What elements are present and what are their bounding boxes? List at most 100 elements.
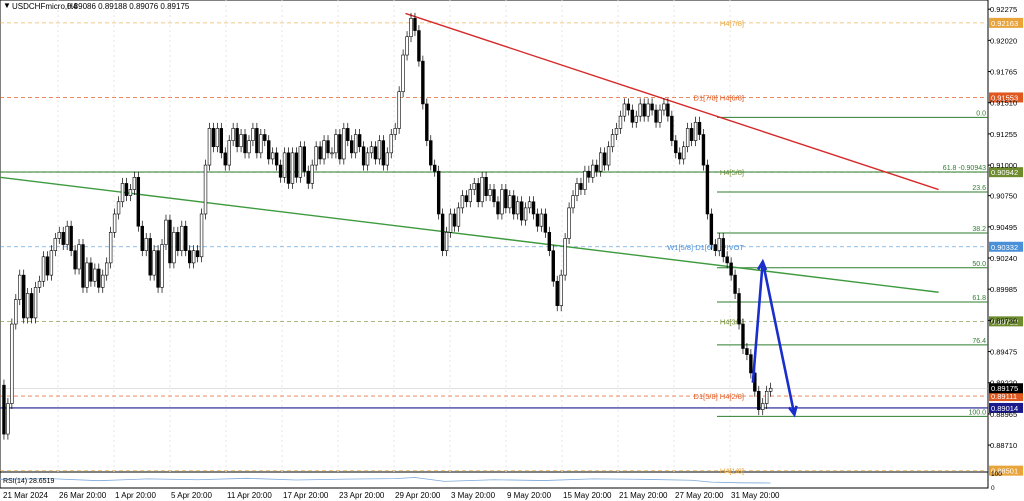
candle-body (599, 152, 603, 172)
candle-body (247, 140, 251, 154)
candle-body (551, 250, 555, 282)
candle-body (681, 146, 686, 160)
candle-body (547, 232, 552, 251)
candle-body (662, 103, 666, 111)
candle-body (243, 134, 247, 154)
murrey-level-label: H4[1/8] (720, 467, 744, 476)
y-tick-label: 0.89220 (990, 379, 1017, 388)
y-tick-label: 0.89985 (990, 285, 1017, 294)
murrey-price-label: 0.91553 (991, 93, 1018, 102)
rsi-indicator: 100 0 (0, 471, 1002, 492)
candle-body (274, 152, 279, 166)
murrey-price-badge (989, 465, 1023, 476)
trendline-channel (0, 176, 939, 293)
x-tick-label: 23 Apr 20:00 (339, 491, 385, 500)
candle-body (464, 195, 469, 203)
candle-body (22, 274, 26, 319)
x-tick-label: 29 Apr 20:00 (395, 491, 441, 500)
y-tick-label: 0.91000 (990, 161, 1017, 170)
candles (2, 12, 773, 440)
candle-body (563, 238, 567, 276)
candle-body (227, 140, 231, 166)
candle-body (610, 134, 615, 148)
candle-body (626, 103, 631, 111)
candle-body (421, 60, 425, 105)
candle-body (591, 164, 595, 178)
candle-body (504, 189, 508, 209)
candle-body (638, 103, 642, 117)
candle-body (606, 146, 611, 166)
candle-body (97, 268, 101, 288)
candle-body (721, 238, 725, 258)
candle-body (342, 128, 346, 160)
candle-body (460, 195, 465, 209)
collapse-arrow-icon[interactable]: ▼ (3, 1, 11, 10)
candle-body (148, 238, 152, 276)
candle-body (199, 213, 204, 258)
candle-body (480, 177, 484, 203)
candle-body (136, 177, 141, 227)
x-tick-label: 9 May 20:00 (507, 491, 552, 500)
candle-body (290, 152, 295, 184)
murrey-price-badge (989, 391, 1023, 402)
y-tick-label: 0.92275 (990, 5, 1017, 14)
fib-level-label: 0.0 (976, 110, 986, 117)
candle-body (575, 183, 579, 196)
candle-body (140, 225, 144, 251)
candle-body (53, 238, 58, 251)
candle-body (306, 170, 310, 184)
candle-body (389, 134, 393, 154)
candle-body (65, 225, 69, 245)
candle-body (286, 152, 291, 184)
candle-body (587, 170, 591, 178)
candle-body (733, 274, 737, 294)
candle-body (37, 280, 42, 288)
y-tick-label: 0.88965 (990, 410, 1017, 419)
candle-body (768, 387, 773, 392)
candle-body (14, 299, 18, 325)
candle-body (112, 213, 117, 233)
candle-body (156, 250, 160, 288)
trendline-resistance (405, 12, 939, 191)
candle-body (105, 262, 109, 276)
candle-body (630, 109, 635, 123)
candle-body (571, 195, 575, 209)
candle-body (298, 146, 303, 178)
candle-body (57, 232, 61, 239)
candle-body (654, 109, 658, 123)
y-tick-label: 0.91510 (990, 99, 1017, 108)
candle-body (73, 250, 77, 270)
trendlines (0, 12, 939, 293)
candle-body (116, 201, 121, 215)
candle-body (397, 91, 401, 129)
candle-body (61, 232, 65, 245)
candle-body (223, 152, 227, 166)
projection-arrowhead-down (787, 405, 798, 418)
murrey-price-label: 0.89111 (991, 392, 1017, 401)
candle-body (725, 256, 729, 264)
candle-body (346, 128, 350, 141)
murrey-level-label: H4[3/8] (720, 317, 744, 326)
candle-body (180, 225, 184, 251)
candle-body (508, 195, 512, 209)
candle-body (622, 103, 627, 117)
murrey-price-badge (989, 241, 1023, 252)
candle-body (583, 170, 587, 190)
candle-body (693, 121, 698, 141)
candle-body (255, 128, 259, 154)
candle-body (294, 152, 299, 178)
x-tick-label: 27 May 20:00 (675, 491, 724, 500)
candle-body (69, 225, 73, 251)
candle-body (85, 262, 89, 288)
candle-body (310, 164, 314, 184)
candle-body (500, 189, 504, 215)
candle-body (678, 152, 682, 160)
x-tick-label: 5 Apr 20:00 (171, 491, 212, 500)
x-tick-label: 11 Apr 20:00 (227, 491, 272, 500)
candle-body (666, 103, 670, 117)
candle-body (144, 238, 148, 251)
candle-body (239, 134, 243, 148)
candle-body (602, 152, 607, 166)
murrey-price-badge (989, 316, 1023, 327)
candle-body (6, 403, 10, 435)
